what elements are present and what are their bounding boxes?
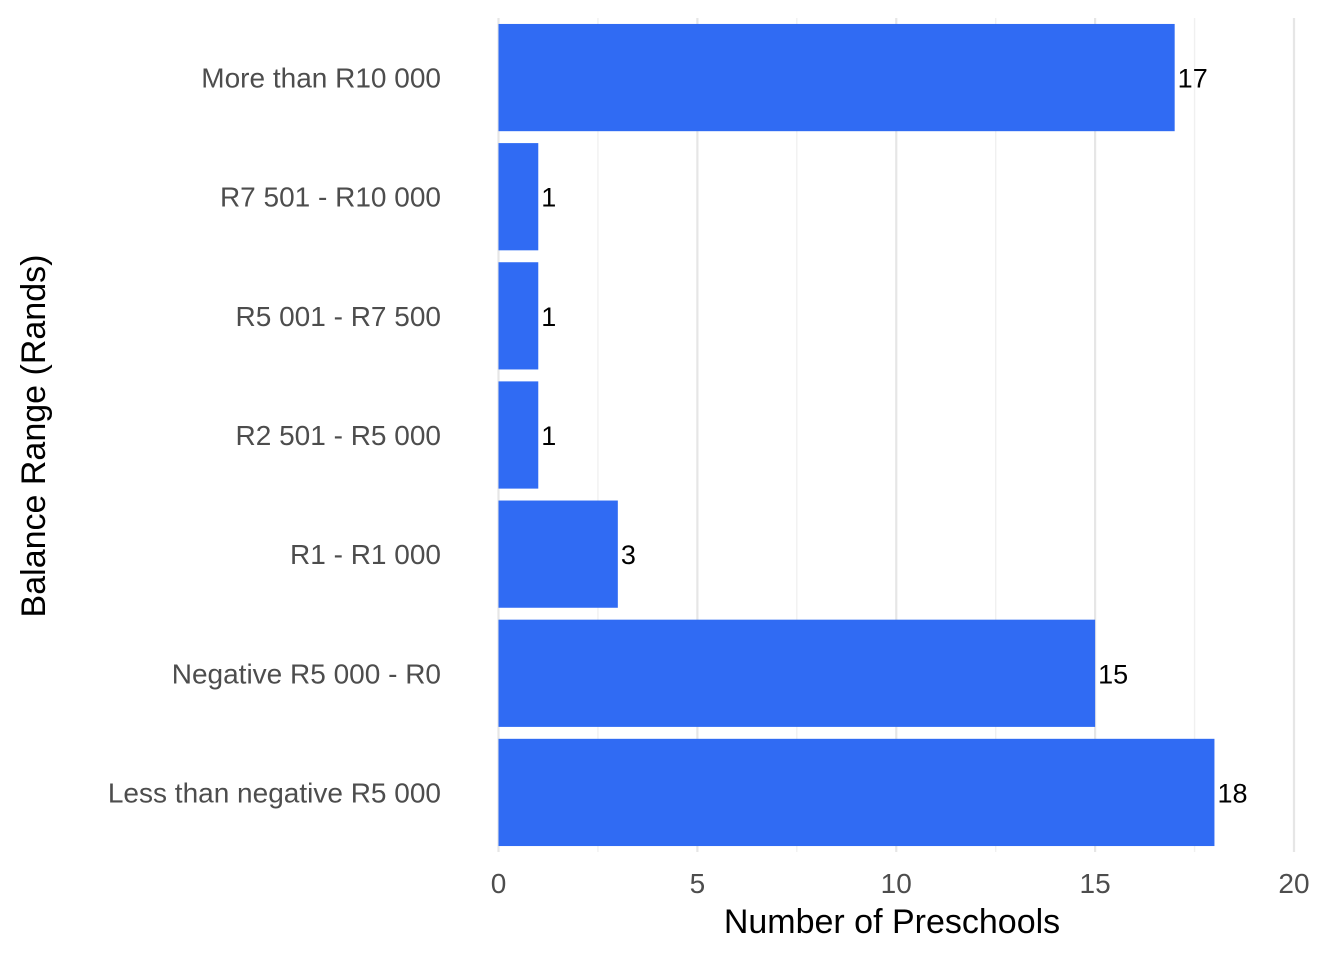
x-axis-title: Number of Preschools (724, 903, 1060, 941)
x-tick-label: 10 (881, 868, 912, 899)
x-tick-label: 15 (1080, 868, 1111, 899)
bar (498, 381, 539, 489)
bar (498, 738, 1215, 847)
x-axis-ticks: 0 5 10 15 20 (491, 868, 1310, 899)
y-tick-label: R2 501 - R5 000 (236, 420, 441, 451)
bar-value-label: 3 (621, 540, 636, 570)
bar (498, 23, 1175, 132)
bar-value-label: 15 (1098, 659, 1128, 689)
bar-value-label: 17 (1178, 64, 1208, 94)
grid-lines (497, 18, 1296, 852)
y-axis-ticks: Less than negative R5 000 Negative R5 000… (108, 63, 441, 809)
y-axis-title: Balance Range (Rands) (15, 255, 53, 618)
y-tick-label: R1 - R1 000 (290, 539, 441, 570)
bar (498, 619, 1096, 727)
y-tick-label: More than R10 000 (201, 63, 441, 94)
bar (498, 262, 539, 370)
y-tick-label: R7 501 - R10 000 (220, 182, 441, 213)
y-tick-label: Negative R5 000 - R0 (172, 658, 441, 689)
y-tick-label: Less than negative R5 000 (108, 777, 441, 808)
x-tick-label: 0 (491, 868, 507, 899)
bar-value-label: 1 (541, 183, 556, 213)
bar (498, 143, 539, 251)
bars (498, 23, 1215, 847)
x-tick-label: 20 (1278, 868, 1309, 899)
bar-value-label: 1 (541, 302, 556, 332)
bar-value-label: 18 (1217, 778, 1247, 808)
y-tick-label: R5 001 - R7 500 (236, 301, 441, 332)
bar (498, 500, 618, 608)
bar-value-label: 1 (541, 421, 556, 451)
x-tick-label: 5 (690, 868, 706, 899)
data-labels: 18 15 3 1 1 1 17 (541, 64, 1247, 809)
